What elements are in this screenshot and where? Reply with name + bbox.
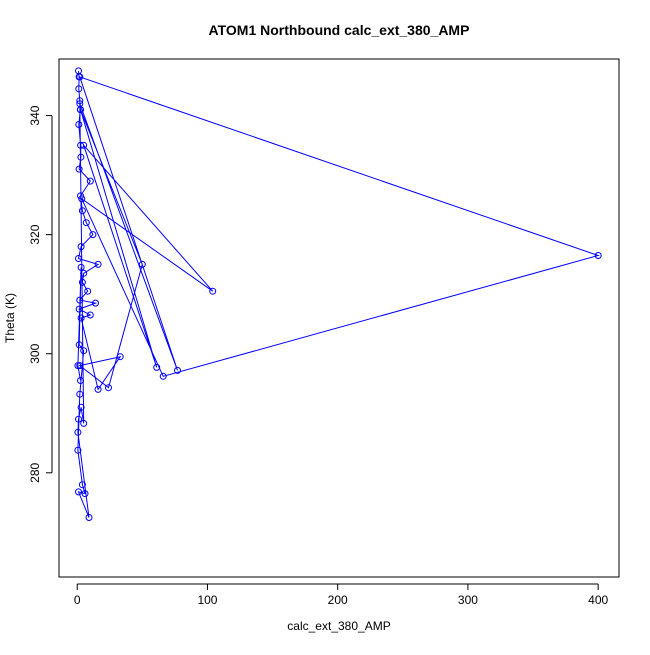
- data-point: [138, 260, 146, 268]
- data-point: [82, 219, 90, 227]
- data-point: [78, 278, 86, 286]
- data-point: [75, 165, 83, 173]
- data-point: [86, 177, 94, 185]
- y-tick-label: 340: [28, 105, 42, 125]
- data-point: [78, 195, 86, 203]
- data-point: [80, 347, 88, 355]
- x-tick-label: 400: [588, 593, 608, 607]
- data-point: [76, 97, 84, 105]
- x-tick-label: 300: [458, 593, 478, 607]
- data-point: [80, 141, 88, 149]
- series-line: [77, 70, 600, 518]
- x-tick-label: 0: [74, 593, 81, 607]
- data-point: [159, 372, 167, 380]
- data-point: [76, 296, 84, 304]
- data-point: [81, 490, 89, 498]
- data-point: [80, 269, 88, 277]
- data-point: [594, 252, 602, 259]
- data-point: [75, 85, 83, 93]
- data-point: [75, 415, 82, 423]
- data-point: [74, 428, 82, 436]
- data-point: [86, 311, 94, 319]
- data-point: [105, 384, 112, 392]
- plot-frame: [58, 58, 620, 578]
- data-point: [75, 305, 83, 313]
- data-point: [76, 73, 84, 81]
- data-point: [174, 366, 181, 374]
- y-axis: 280 300 320 340: [28, 105, 53, 483]
- data-point: [76, 100, 84, 108]
- data-point: [77, 243, 85, 251]
- data-point: [209, 287, 217, 295]
- y-tick-label: 320: [28, 224, 42, 244]
- data-point: [75, 341, 83, 349]
- data-point: [78, 481, 86, 489]
- data-point: [80, 419, 88, 427]
- data-point: [75, 255, 82, 262]
- data-point: [75, 121, 83, 128]
- y-tick-label: 280: [28, 462, 42, 482]
- x-tick-label: 100: [197, 593, 217, 607]
- data-point: [89, 231, 97, 239]
- data-point: [116, 353, 124, 361]
- data-point: [85, 514, 93, 521]
- data-point: [92, 299, 99, 307]
- data-point: [77, 377, 84, 384]
- chart-title: ATOM1 Northbound calc_ext_380_AMP: [209, 22, 470, 38]
- data-point: [94, 385, 102, 393]
- data-point: [78, 207, 86, 215]
- data-point: [74, 362, 82, 370]
- data-point: [77, 263, 85, 271]
- data-point: [84, 287, 92, 295]
- data-point: [75, 488, 82, 496]
- y-tick-label: 300: [28, 343, 42, 363]
- data-point: [76, 362, 84, 370]
- data-point: [77, 141, 85, 149]
- data-point: [77, 153, 85, 161]
- x-axis-label: calc_ext_380_AMP: [287, 619, 390, 633]
- x-axis: 0 100 200 300 400: [74, 583, 608, 607]
- data-point: [94, 260, 102, 268]
- data-point: [153, 363, 161, 371]
- series-layer: [74, 67, 602, 521]
- data-point: [77, 403, 85, 411]
- y-axis-label: Theta (K): [3, 293, 17, 343]
- x-tick-label: 200: [328, 593, 348, 607]
- data-point: [76, 390, 84, 398]
- data-point: [77, 314, 85, 322]
- data-point: [74, 446, 82, 454]
